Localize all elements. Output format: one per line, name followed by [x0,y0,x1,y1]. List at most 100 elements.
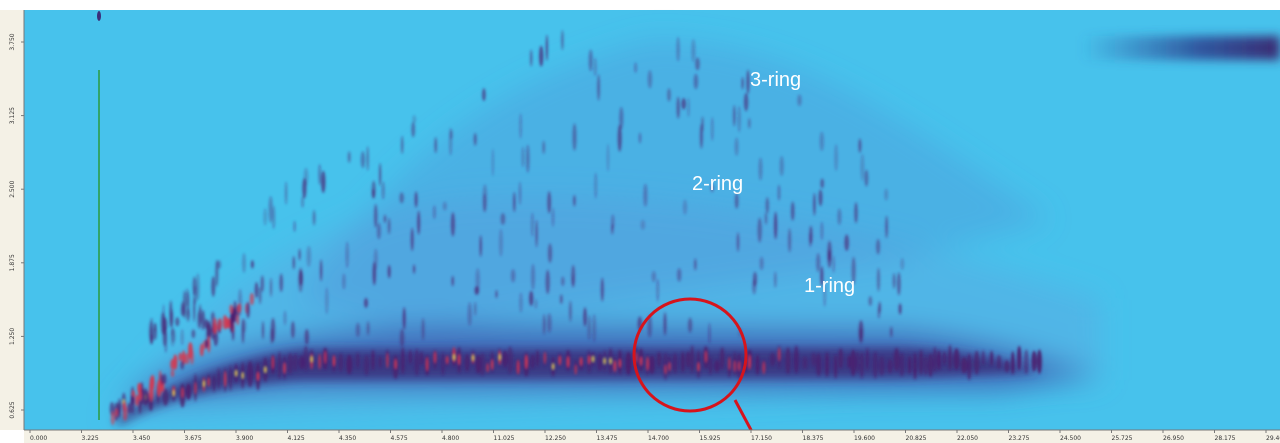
ring-band-spot [318,164,322,185]
early-eluting-spot [127,402,132,414]
ring-band-spot [250,260,254,269]
main-band-spot [838,348,844,369]
main-band-top-spot [235,370,238,377]
early-eluting-spot [184,353,190,365]
ring-band-spot [779,156,784,176]
ring-band-spot [299,269,303,286]
ring-band-spot [519,292,523,313]
x-tick-label: 15.925 [700,435,721,442]
ring-band-spot [809,233,812,248]
main-band-peak-spot [256,372,260,381]
ring-band-spot [547,191,552,214]
peak-spots-layer [109,30,1042,426]
ring-band-spot [518,181,522,205]
y-tick-label: 3.750 [9,33,16,50]
x-tick-label: 12.250 [545,435,566,442]
main-band-spot [769,352,776,366]
main-band-peak-spot [283,362,286,374]
ring-band-spot [687,97,690,117]
main-band-spot [859,351,864,379]
ring-band-spot [774,271,777,288]
ring-band-spot [818,189,823,207]
main-band-spot [1036,349,1042,374]
diffuse-haze-layer [110,40,1100,420]
main-band-peak-spot [543,351,547,364]
ring-band-spot [764,212,768,225]
x-axis-strip [24,430,1280,443]
ring-band-spot [192,276,197,296]
ring-band-spot [191,329,196,339]
ring-band-spot [387,218,391,235]
ring-band-spot [474,302,477,316]
ring-band-spot [647,70,653,89]
main-band-top-spot [202,380,205,387]
ring-band-spot [676,36,680,62]
ring-band-spot [858,138,862,153]
main-band-spot [680,351,685,373]
ring-band-spot [759,256,764,270]
early-eluting-spot [131,395,135,405]
ring-band-spot [677,268,682,282]
ring-band-spot [545,269,550,294]
ring-band-spot [797,94,802,107]
main-band-spot [899,352,905,377]
highlight-circle [632,297,748,413]
early-eluting-spot [140,387,145,406]
main-band-spot [247,361,254,388]
ring-band-spot [198,303,202,330]
ring-band-spot [153,327,158,340]
main-band-spot [1011,351,1015,375]
main-band-peak-spot [115,408,118,417]
main-band-spot [212,374,216,393]
ring-band-spot [434,137,438,154]
main-band-top-spot [453,354,455,361]
x-tick-label: 17.150 [751,435,772,442]
ring-band-spot [215,259,219,287]
ring-band-spot [813,193,816,216]
main-band-peak-spot [664,364,667,374]
ring-band-spot [182,290,187,319]
main-band-spot [893,347,900,372]
x-tick-label: 4.125 [288,435,305,442]
main-band-peak-spot [704,350,708,363]
early-eluting-spot [162,373,167,385]
main-band-peak-spot [433,351,437,364]
ring-band-spot [260,275,264,293]
main-band-spot [287,353,294,375]
ring-band-spot [301,196,304,208]
early-eluting-spot [237,303,242,314]
ring-band-spot [837,208,842,225]
x-tick-label: 4.800 [442,435,459,442]
ring-band-spot [417,210,421,235]
main-band-peak-spot [613,360,617,372]
ring-band-spot [851,256,856,285]
early-eluting-spot [188,342,193,359]
ring-band-spot [258,287,262,304]
ring-band-spot [676,96,680,119]
ring-band-spot [571,265,576,288]
main-band-spot [1017,345,1022,371]
ring-band-spot [449,127,452,156]
ring-band-spot [521,146,525,168]
main-band-spot [974,350,980,375]
ring-band-spot [272,205,276,230]
baseline-marker-top [97,11,101,21]
main-band-peak-spot [618,358,622,368]
annotation-3-ring: 3-ring [750,69,801,91]
main-band-spot [441,352,445,376]
ring-band-spot [364,297,368,308]
ring-band-spot [695,57,700,71]
ring-band-spot [752,279,757,295]
ring-band-spot [651,271,656,283]
early-eluting-spot [156,379,162,397]
main-band-core-path [115,348,1040,425]
ring-band-spot [634,62,637,73]
ring-band-spot [734,193,739,209]
early-eluting-spot [135,394,139,407]
x-tick-label: 3.675 [185,435,202,442]
main-band-peak-spot [778,347,781,362]
main-band-spot [507,346,513,374]
x-tick-label: 25.725 [1112,435,1133,442]
ring-band-spot [691,39,696,62]
early-eluting-spot [229,312,234,330]
